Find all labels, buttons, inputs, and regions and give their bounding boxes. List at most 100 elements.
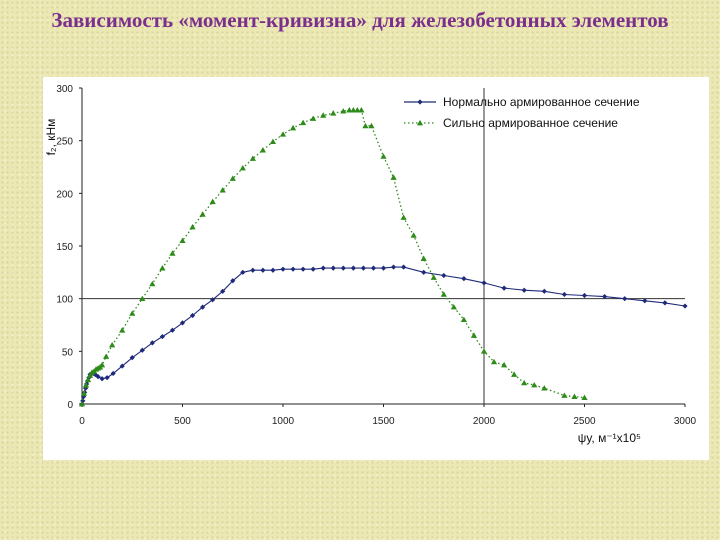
series-heavily-reinforced <box>78 107 588 407</box>
data-point <box>330 265 336 271</box>
data-point <box>119 363 125 369</box>
data-point <box>84 376 92 383</box>
data-point <box>521 379 528 386</box>
data-point <box>95 374 101 380</box>
data-point <box>149 280 156 287</box>
data-point <box>541 288 547 294</box>
data-point <box>490 358 498 365</box>
legend-label: Сильно армированное сечение <box>443 116 618 130</box>
legend-marker <box>416 119 424 126</box>
data-point <box>561 291 567 298</box>
data-point <box>159 265 166 271</box>
data-point <box>300 266 306 272</box>
y-tick-label: 250 <box>56 137 73 148</box>
data-point <box>354 107 361 113</box>
data-point <box>270 267 276 273</box>
data-point <box>421 269 427 275</box>
data-point <box>470 332 478 338</box>
data-point <box>370 265 377 271</box>
chart-legend: Нормально армированное сечение Сильно арм… <box>404 95 640 130</box>
data-point <box>340 108 347 114</box>
data-point <box>86 372 94 378</box>
data-point <box>300 119 307 126</box>
data-point <box>368 122 375 129</box>
data-point <box>541 385 548 391</box>
data-point <box>139 347 145 353</box>
data-point <box>260 267 266 273</box>
data-point <box>330 110 337 116</box>
data-point <box>320 265 326 271</box>
series-line <box>81 109 585 405</box>
data-point <box>571 393 578 399</box>
data-point <box>80 390 88 396</box>
x-tick-label: 500 <box>174 416 191 427</box>
data-point <box>450 303 457 310</box>
data-point <box>430 274 437 280</box>
data-point <box>250 267 256 273</box>
x-tick-label: 3000 <box>674 416 697 427</box>
data-point <box>310 266 316 272</box>
y-tick-label: 50 <box>62 347 74 358</box>
data-point <box>230 278 236 284</box>
data-point <box>229 175 236 181</box>
data-point <box>682 303 688 309</box>
data-point <box>380 265 387 271</box>
data-point <box>159 333 165 340</box>
data-point <box>581 292 588 299</box>
data-point <box>401 264 407 270</box>
data-point <box>350 265 356 271</box>
series-normal-reinforced <box>79 264 688 407</box>
data-point <box>362 122 369 129</box>
slide-title: Зависимость «момент-кривизна» для железо… <box>51 8 669 32</box>
series-layer <box>78 107 688 407</box>
data-point <box>103 353 110 359</box>
data-point <box>199 211 206 217</box>
data-point <box>249 155 256 161</box>
chart-panel: 0 50 100 150 200 250 300 0 500 1000 1500 2000 2500 30… <box>43 77 709 460</box>
legend-marker <box>417 99 423 105</box>
data-point <box>531 381 538 388</box>
data-point <box>81 394 87 400</box>
data-point <box>440 291 447 297</box>
y-axis-title: f₂, кНм <box>44 119 58 156</box>
reference-lines <box>82 88 685 404</box>
data-point <box>581 394 588 401</box>
data-point <box>219 187 226 193</box>
data-point <box>521 287 527 293</box>
data-point <box>400 214 407 220</box>
data-point <box>179 237 186 244</box>
data-point <box>200 304 206 310</box>
data-point <box>109 341 116 348</box>
data-point <box>320 112 327 118</box>
series-line <box>81 266 686 405</box>
y-tick-label: 200 <box>56 189 73 200</box>
data-point <box>269 138 277 145</box>
legend-label: Нормально армированное сечение <box>443 95 640 109</box>
data-point <box>360 265 366 271</box>
data-point <box>169 250 176 256</box>
data-point <box>501 361 508 368</box>
data-point <box>280 266 286 272</box>
data-point <box>139 295 146 301</box>
data-point <box>80 398 86 404</box>
x-axis-title: ψy, м⁻¹x10⁵ <box>578 431 641 445</box>
data-point <box>289 124 297 131</box>
data-point <box>662 300 668 306</box>
data-point <box>279 131 287 137</box>
x-tick-label: 1500 <box>372 416 395 427</box>
data-point <box>380 153 387 159</box>
y-tick-label: 150 <box>56 242 73 253</box>
data-point <box>209 198 216 205</box>
data-point <box>441 272 447 279</box>
x-tick-label: 1000 <box>272 416 295 427</box>
data-point <box>350 107 357 113</box>
x-tick-label: 2000 <box>473 416 496 427</box>
data-point <box>189 223 196 230</box>
data-point <box>346 107 353 113</box>
data-point <box>129 355 135 361</box>
data-point <box>290 266 296 272</box>
data-point <box>110 370 116 377</box>
data-point <box>561 392 568 398</box>
axis-titles: f₂, кНм ψy, м⁻¹x10⁵ <box>44 119 641 445</box>
